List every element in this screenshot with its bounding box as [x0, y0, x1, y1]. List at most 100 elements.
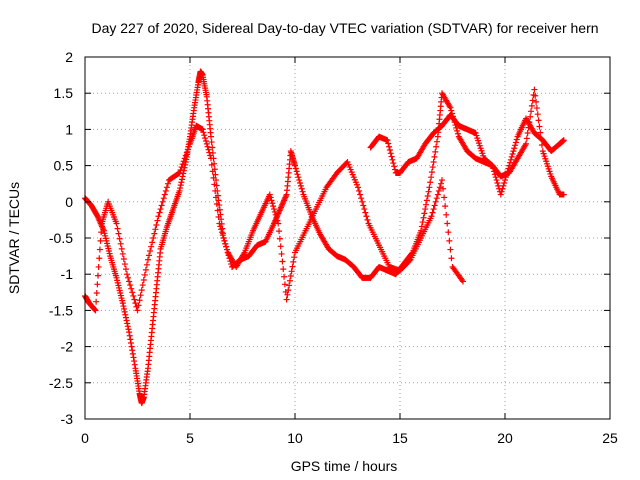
data-point: [432, 198, 439, 205]
data-point: [151, 230, 158, 237]
data-point: [277, 243, 284, 250]
data-point: [387, 150, 394, 157]
data-point: [124, 320, 131, 327]
series-1: [82, 68, 567, 407]
data-point: [446, 237, 453, 244]
data-point: [537, 129, 544, 136]
data-point: [126, 278, 133, 285]
data-point: [152, 226, 159, 233]
x-tick-label: 5: [186, 430, 194, 446]
data-point: [427, 179, 434, 186]
data-point: [536, 123, 543, 130]
data-point: [113, 220, 120, 227]
data-point: [523, 140, 529, 147]
data-point: [97, 237, 104, 244]
data-point: [528, 102, 535, 109]
data-point: [447, 246, 454, 253]
data-point: [182, 152, 189, 159]
data-point: [495, 182, 502, 189]
data-point: [531, 86, 538, 93]
data-point: [356, 187, 363, 194]
data-point: [358, 195, 365, 202]
data-point: [146, 252, 153, 259]
data-point: [283, 296, 290, 303]
data-point: [155, 213, 162, 220]
data-point: [512, 139, 519, 146]
data-point: [222, 240, 229, 247]
data-point: [121, 308, 128, 315]
data-point: [363, 213, 370, 220]
data-point: [454, 127, 461, 134]
data-point: [127, 336, 134, 343]
data-point: [293, 168, 300, 175]
data-point: [509, 151, 516, 158]
data-point: [494, 179, 501, 186]
data-point: [271, 208, 278, 215]
data-point: [211, 181, 218, 188]
data-point: [288, 268, 295, 275]
data-point: [362, 209, 369, 216]
data-point: [137, 292, 144, 299]
data-point: [131, 358, 138, 365]
data-point: [280, 266, 287, 273]
data-point: [93, 298, 100, 305]
data-point: [507, 156, 514, 163]
data-point: [279, 258, 286, 265]
data-point: [296, 177, 303, 184]
data-point: [208, 133, 214, 140]
data-point: [490, 165, 497, 172]
data-point: [120, 255, 127, 262]
y-tick-label: -0.5: [49, 230, 73, 246]
data-point: [406, 257, 413, 264]
data-point: [215, 214, 222, 221]
data-point: [126, 332, 133, 339]
x-tick-label: 0: [81, 430, 89, 446]
y-tick-label: 1: [65, 121, 73, 137]
data-marks: [82, 68, 567, 407]
data-point: [118, 245, 125, 252]
data-point: [502, 177, 508, 184]
grid: [85, 57, 610, 419]
data-point: [359, 198, 366, 205]
data-point: [289, 263, 296, 270]
data-point: [124, 323, 131, 330]
data-point: [203, 140, 210, 147]
data-point: [270, 203, 277, 210]
data-point: [202, 135, 209, 142]
y-tick-label: -1: [61, 266, 74, 282]
data-point: [177, 182, 184, 189]
data-point: [489, 162, 496, 169]
data-point: [176, 169, 183, 176]
data-point: [444, 220, 451, 227]
data-point: [524, 130, 531, 137]
data-point: [130, 292, 137, 299]
y-tick-label: -1.5: [49, 302, 73, 318]
data-point: [434, 191, 441, 198]
data-point: [299, 188, 306, 195]
data-point: [422, 206, 429, 213]
data-point: [418, 223, 425, 230]
data-point: [95, 263, 102, 270]
data-point: [271, 206, 277, 213]
y-tick-label: 0: [65, 194, 73, 210]
data-point: [297, 182, 304, 189]
data-point: [440, 185, 447, 192]
data-point: [534, 111, 541, 118]
data-point: [447, 104, 454, 111]
data-point: [138, 287, 145, 294]
data-point: [533, 105, 540, 112]
data-point: [276, 235, 283, 242]
data-point: [131, 296, 138, 303]
data-point: [92, 307, 99, 314]
data-point: [125, 326, 132, 333]
data-point: [134, 307, 141, 314]
data-point: [208, 139, 215, 146]
data-point: [207, 152, 214, 159]
data-point: [269, 200, 276, 207]
y-tick-label: 1.5: [54, 85, 74, 101]
series-2: [82, 122, 466, 314]
data-point: [429, 164, 436, 171]
data-point: [435, 187, 442, 194]
data-point: [272, 211, 279, 218]
data-point: [214, 207, 221, 214]
